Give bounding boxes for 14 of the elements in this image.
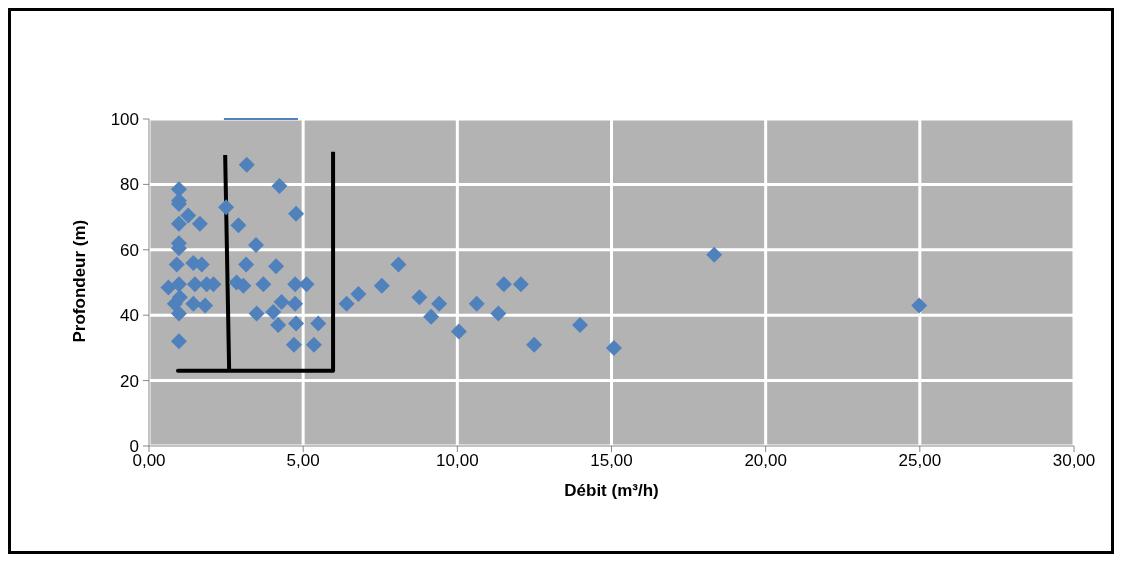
y-axis-title: Profondeur (m)	[70, 219, 90, 343]
x-tick-label: 25,00	[898, 451, 942, 471]
x-tick-label: 20,00	[744, 451, 787, 471]
x-axis-title: Débit (m³/h)	[564, 481, 659, 500]
x-tick-label: 10,00	[436, 451, 479, 471]
y-tick-label: 20	[120, 371, 139, 391]
x-tick-label: 5,00	[286, 451, 320, 471]
y-tick-label: 100	[110, 110, 139, 129]
x-tick-label: 0,00	[132, 451, 166, 471]
x-tick-label: 30,00	[1052, 451, 1096, 471]
y-tick-label: 80	[120, 175, 139, 195]
y-tick-label: 60	[120, 240, 139, 260]
y-tick-label: 40	[120, 306, 139, 326]
x-tick-label: 15,00	[590, 451, 633, 471]
